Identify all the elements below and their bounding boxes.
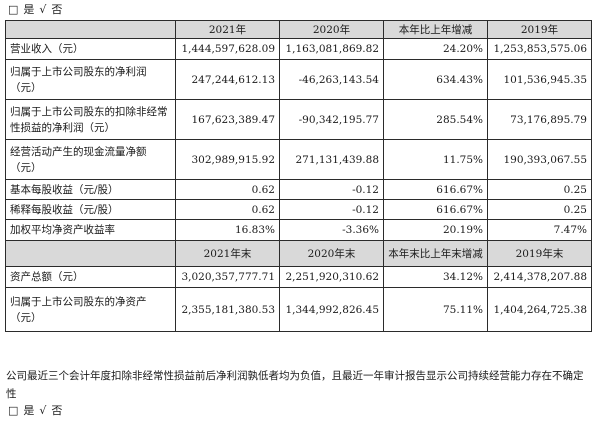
row-label: 归属于上市公司股东的净利润（元） (5, 59, 176, 100)
value-2020: -90,342,195.77 (279, 99, 384, 140)
value-2021: 302,989,915.92 (175, 139, 280, 180)
value-change: 616.67% (383, 199, 488, 220)
value-2020: 2,251,920,310.62 (279, 266, 384, 288)
table-row: 加权平均净资产收益率 16.83% -3.36% 20.19% 7.47% (5, 219, 592, 241)
value-2021: 16.83% (175, 219, 280, 241)
going-concern-note: 公司最近三个会计年度扣除非经常性损益前后净利润孰低者均为负值，且最近一年审计报告… (6, 370, 584, 400)
value-change: 11.75% (383, 139, 488, 180)
value-2021: 167,623,389.47 (175, 99, 280, 140)
header-change-end: 本年末比上年末增减 (383, 240, 488, 267)
value-2021: 2,355,181,380.53 (175, 287, 280, 332)
checkbox-icon: □ (8, 3, 19, 16)
value-2021: 3,020,357,777.71 (175, 266, 280, 288)
header-2020-end: 2020年末 (279, 240, 384, 267)
header-2021-end: 2021年末 (175, 240, 280, 267)
value-2019: 101,536,945.35 (487, 59, 592, 100)
header-2021: 2021年 (175, 20, 280, 39)
value-change: 285.54% (383, 99, 488, 140)
top-yes-no-options: □ 是 √ 否 (8, 3, 67, 17)
value-change: 634.43% (383, 59, 488, 100)
row-label: 基本每股收益（元/股） (5, 179, 176, 200)
value-2019: 1,404,264,725.38 (487, 287, 592, 332)
table-row: 稀释每股收益（元/股） 0.62 -0.12 616.67% 0.25 (5, 199, 592, 220)
value-2020: 1,344,992,826.45 (279, 287, 384, 332)
table-row: 资产总额（元） 3,020,357,777.71 2,251,920,310.6… (5, 266, 592, 288)
value-2019: 0.25 (487, 199, 592, 220)
value-2019: 0.25 (487, 179, 592, 200)
header-2020: 2020年 (279, 20, 384, 39)
header-2019: 2019年 (487, 20, 592, 39)
row-label: 资产总额（元） (5, 266, 176, 288)
row-label: 归属于上市公司股东的扣除非经常性损益的净利润（元） (5, 99, 176, 140)
bottom-yes-no-options: □ 是 √ 否 (8, 404, 67, 418)
table-row: 基本每股收益（元/股） 0.62 -0.12 616.67% 0.25 (5, 179, 592, 200)
value-change: 24.20% (383, 38, 488, 60)
row-label: 经营活动产生的现金流量净额（元） (5, 139, 176, 180)
row-label: 加权平均净资产收益率 (5, 219, 176, 241)
value-2019: 190,393,067.55 (487, 139, 592, 180)
row-label: 营业收入（元） (5, 38, 176, 60)
row-label: 稀释每股收益（元/股） (5, 199, 176, 220)
row-label: 归属于上市公司股东的净资产（元） (5, 287, 176, 332)
value-2019: 7.47% (487, 219, 592, 241)
financial-data-table: 2021年 2020年 本年比上年增减 2019年 营业收入（元） 1,444,… (5, 20, 592, 332)
table-row: 归属于上市公司股东的扣除非经常性损益的净利润（元） 167,623,389.47… (5, 99, 592, 140)
value-change: 34.12% (383, 266, 488, 288)
table-header-annual: 2021年 2020年 本年比上年增减 2019年 (5, 20, 592, 39)
check-mark-icon: √ (39, 404, 47, 417)
value-2021: 0.62 (175, 199, 280, 220)
table-row: 营业收入（元） 1,444,597,628.09 1,163,081,869.8… (5, 38, 592, 60)
value-2021: 1,444,597,628.09 (175, 38, 280, 60)
option-yes: 是 (23, 404, 35, 417)
header-blank (5, 240, 176, 267)
table-header-yearend: 2021年末 2020年末 本年末比上年末增减 2019年末 (5, 240, 592, 267)
value-2021: 247,244,612.13 (175, 59, 280, 100)
header-blank (5, 20, 176, 39)
header-2019-end: 2019年末 (487, 240, 592, 267)
header-change: 本年比上年增减 (383, 20, 488, 39)
value-change: 75.11% (383, 287, 488, 332)
value-2020: -3.36% (279, 219, 384, 241)
table-row: 经营活动产生的现金流量净额（元） 302,989,915.92 271,131,… (5, 139, 592, 180)
value-2020: -0.12 (279, 179, 384, 200)
value-2020: 1,163,081,869.82 (279, 38, 384, 60)
value-change: 616.67% (383, 179, 488, 200)
option-no: 否 (51, 3, 63, 16)
value-2020: 271,131,439.88 (279, 139, 384, 180)
check-mark-icon: √ (39, 3, 47, 16)
table-row: 归属于上市公司股东的净资产（元） 2,355,181,380.53 1,344,… (5, 287, 592, 332)
value-2019: 1,253,853,575.06 (487, 38, 592, 60)
value-2019: 73,176,895.79 (487, 99, 592, 140)
option-no: 否 (51, 404, 63, 417)
table-row: 归属于上市公司股东的净利润（元） 247,244,612.13 -46,263,… (5, 59, 592, 100)
value-2021: 0.62 (175, 179, 280, 200)
value-2019: 2,414,378,207.88 (487, 266, 592, 288)
value-2020: -0.12 (279, 199, 384, 220)
value-change: 20.19% (383, 219, 488, 241)
checkbox-icon: □ (8, 404, 19, 417)
value-2020: -46,263,143.54 (279, 59, 384, 100)
option-yes: 是 (23, 3, 35, 16)
